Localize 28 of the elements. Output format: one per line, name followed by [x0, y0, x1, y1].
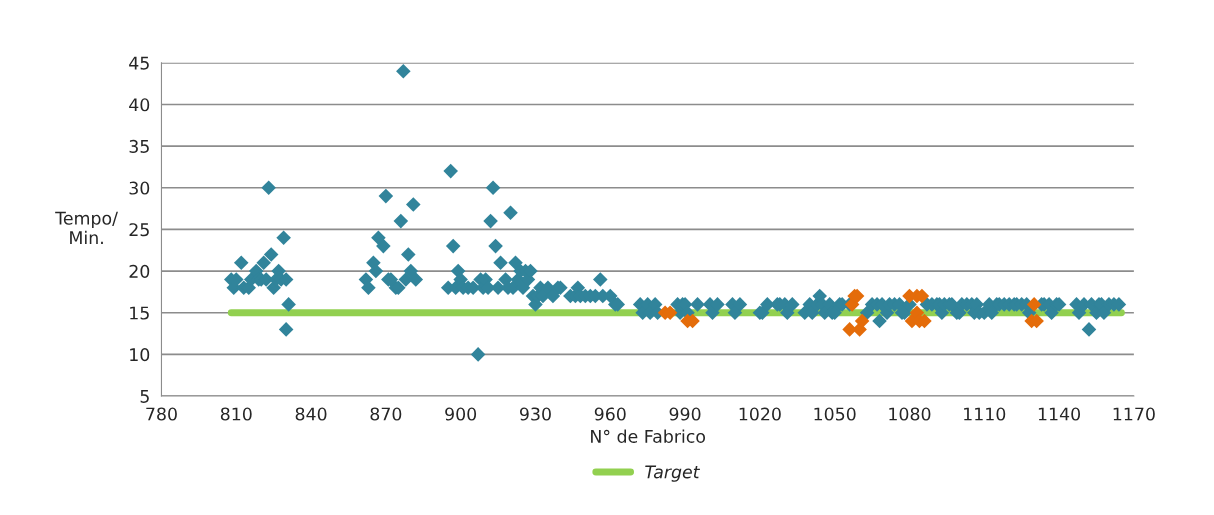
- x-tick-label: 1050: [814, 407, 856, 421]
- y-tick-label: 5: [140, 389, 149, 403]
- y-tick-label: 15: [130, 306, 149, 320]
- point: [854, 313, 870, 329]
- y-tick-label: 25: [129, 223, 149, 237]
- x-axis-title: N° de Fabrico: [591, 429, 706, 443]
- y-tick-label: 30: [129, 181, 150, 195]
- legend-label: Target: [645, 465, 701, 482]
- x-tick-label: 1140: [1038, 407, 1081, 421]
- x-tick-label: 930: [519, 407, 551, 421]
- x-tick-label: 900: [445, 407, 477, 421]
- x-tick-label: 1110: [964, 407, 1006, 421]
- x-tick-label: 870: [370, 407, 402, 421]
- x-tick-label: 1080: [889, 407, 931, 421]
- y-tick-label: 35: [129, 139, 149, 153]
- x-tick-label: 840: [295, 407, 327, 421]
- x-tick-label: 960: [594, 407, 626, 421]
- point: [1026, 297, 1042, 312]
- y-tick-label: 40: [129, 98, 150, 112]
- x-tick-label: 780: [146, 407, 177, 421]
- x-tick-label: 1020: [739, 407, 781, 421]
- x-tick-label: 1170: [1113, 407, 1155, 421]
- x-tick-label: 990: [669, 407, 701, 421]
- y-tick-label: 10: [130, 348, 150, 362]
- x-tick-label: 810: [220, 407, 252, 421]
- y-tick-label: 20: [129, 264, 150, 278]
- y-tick-label: 45: [129, 56, 149, 70]
- y-axis-title: Tempo/ Min.: [55, 211, 118, 244]
